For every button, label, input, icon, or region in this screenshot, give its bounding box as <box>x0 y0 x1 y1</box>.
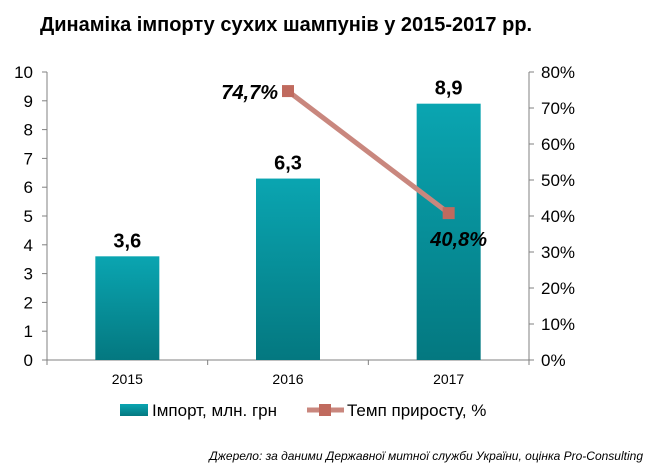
x-tick-label: 2017 <box>433 371 464 387</box>
growth-rate-marker <box>442 207 455 220</box>
axes: 0 1 2 3 4 5 6 7 8 9 10 0% 10% 20% 30% 40% 50% 60% 70% 80% 20… <box>14 63 575 387</box>
bar-series <box>95 103 481 361</box>
line-series <box>282 85 455 220</box>
y-right-tick-label: 60% <box>541 135 575 154</box>
y-left-tick-label: 7 <box>24 149 33 168</box>
source-note: Джерело: за даними Державної митної служ… <box>209 449 643 463</box>
legend-swatch-bar <box>120 404 148 416</box>
legend-label-line: Темп приросту, % <box>347 401 486 420</box>
y-right-tick-label: 0% <box>541 351 566 370</box>
y-right-tick-label: 30% <box>541 243 575 262</box>
chart-title: Динаміка імпорту сухих шампунів у 2015-2… <box>40 14 533 36</box>
y-right-tick-label: 10% <box>541 315 575 334</box>
y-left-tick-label: 1 <box>24 322 33 341</box>
y-left-tick-label: 9 <box>24 92 33 111</box>
y-right-tick-label: 40% <box>541 207 575 226</box>
y-right-tick-label: 70% <box>541 99 575 118</box>
y-left-tick-label: 5 <box>24 207 33 226</box>
y-left-tick-label: 4 <box>24 236 33 255</box>
bar-data-label: 3,6 <box>113 230 141 252</box>
legend-label-bar: Імпорт, млн. грн <box>152 401 277 420</box>
y-left-tick-label: 6 <box>24 178 33 197</box>
growth-rate-marker <box>282 85 294 98</box>
y-right-tick-label: 50% <box>541 171 575 190</box>
bar-2016 <box>256 178 320 360</box>
y-left-tick-label: 8 <box>24 121 33 140</box>
growth-rate-line <box>286 89 451 216</box>
legend: Імпорт, млн. грн Темп приросту, % <box>120 401 486 420</box>
bar-data-label: 8,9 <box>435 78 463 100</box>
y-left-tick-label: 0 <box>24 351 33 370</box>
y-left-tick-label: 2 <box>24 293 33 312</box>
y-left-tick-label: 10 <box>14 63 33 82</box>
legend-swatch-marker <box>319 404 331 416</box>
y-left-tick-label: 3 <box>24 265 33 284</box>
y-right-tick-label: 80% <box>541 63 575 82</box>
bar-data-label: 6,3 <box>274 153 302 175</box>
data-labels: 3,6 6,3 8,9 74,7% 40,8% <box>113 78 487 253</box>
x-tick-label: 2016 <box>272 371 303 387</box>
line-data-label: 40,8% <box>429 229 487 251</box>
y-right-tick-label: 20% <box>541 279 575 298</box>
bar-2017 <box>416 103 481 361</box>
line-data-label: 74,7% <box>221 82 278 104</box>
bar-2015 <box>95 256 160 360</box>
x-tick-label: 2015 <box>112 371 143 387</box>
